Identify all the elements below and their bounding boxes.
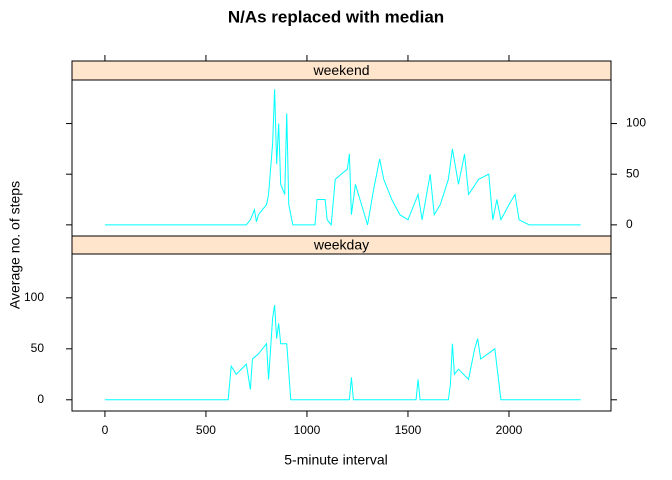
y-tick-label: 100	[626, 116, 646, 130]
x-tick-label: 0	[102, 423, 109, 437]
x-tick-label: 1500	[395, 423, 422, 437]
y-tick-label: 100	[24, 290, 44, 304]
series-line	[104, 304, 581, 401]
strip-label: weekday	[313, 237, 369, 253]
chart-title: N/As replaced with median	[228, 7, 444, 26]
x-tick-label: 500	[196, 423, 216, 437]
y-tick-label: 0	[626, 217, 633, 231]
x-tick-label: 1000	[294, 423, 321, 437]
y-tick-label: 50	[626, 166, 640, 180]
y-tick-label: 0	[37, 392, 44, 406]
panel	[71, 79, 612, 237]
series-line	[104, 89, 581, 227]
x-axis-label: 5-minute interval	[284, 452, 388, 468]
strip-label: weekend	[312, 62, 369, 78]
x-tick-label: 2000	[496, 423, 523, 437]
panel	[71, 253, 612, 412]
y-axis-label: Average no. of steps	[7, 181, 23, 309]
y-tick-label: 50	[31, 341, 45, 355]
